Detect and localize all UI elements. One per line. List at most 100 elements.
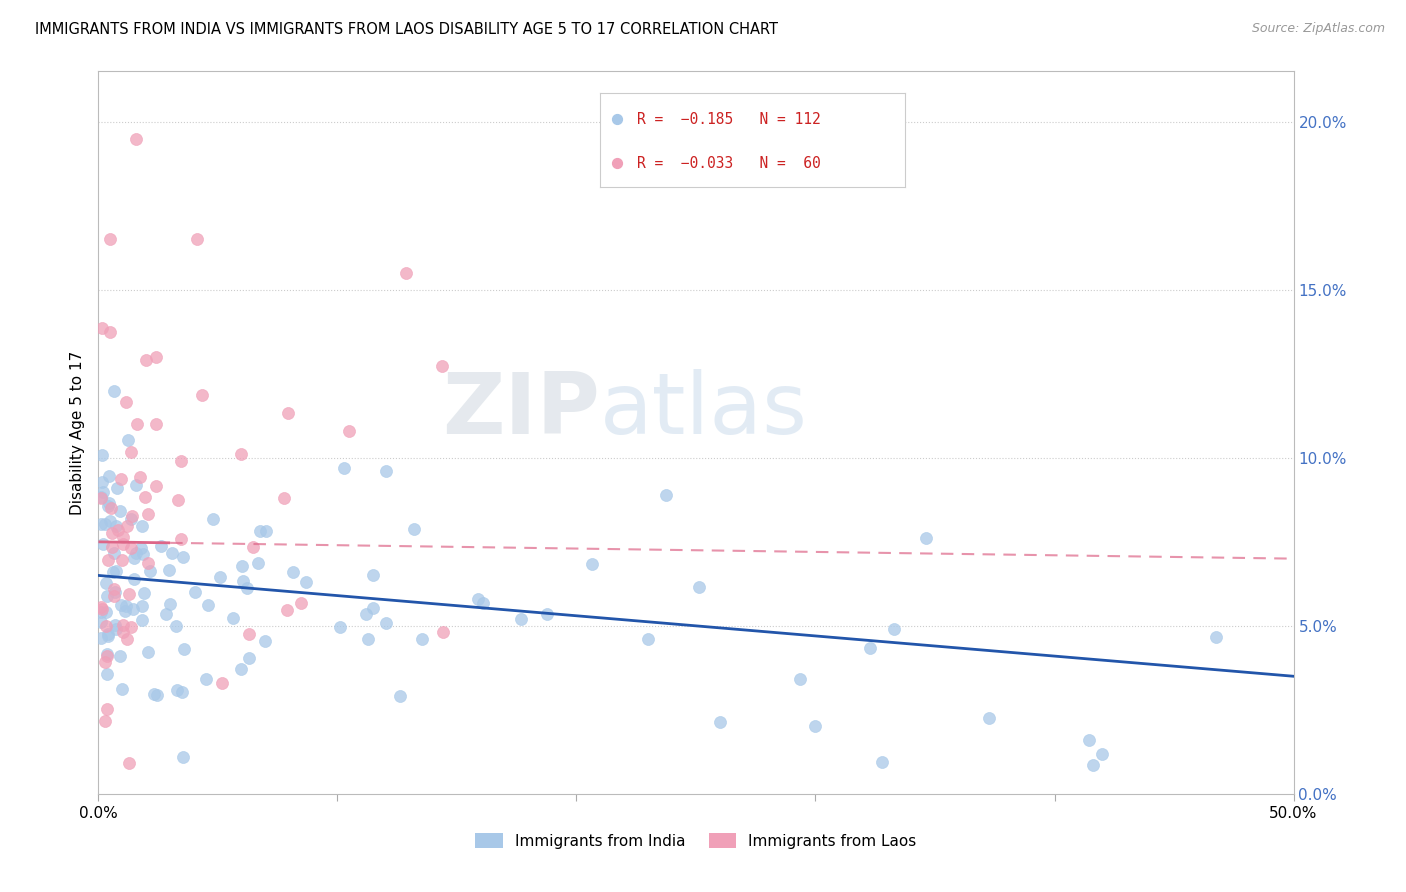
Point (135, 352, 157, 367)
Point (333, 461, 356, 475)
Point (90, 517, 112, 532)
Point (202, 512, 225, 526)
Point (98, 232, 121, 246)
Point (117, 519, 139, 533)
Point (129, 470, 152, 484)
Point (859, 641, 882, 656)
Point (375, 615, 398, 630)
Point (120, 512, 142, 526)
Point (94, 605, 117, 619)
Point (104, 618, 127, 632)
Point (221, 610, 243, 624)
Point (96, 702, 118, 716)
Point (246, 557, 269, 571)
Point (404, 523, 426, 537)
Point (122, 601, 145, 615)
Point (337, 425, 360, 439)
Point (472, 596, 495, 610)
Point (146, 688, 169, 702)
Point (183, 585, 205, 599)
Point (166, 683, 188, 698)
Point (94, 575, 117, 590)
Point (159, 597, 181, 611)
Point (107, 523, 129, 537)
Point (105, 481, 128, 495)
Point (101, 565, 124, 579)
Point (96, 648, 118, 662)
Point (231, 559, 253, 574)
Point (157, 563, 180, 577)
Point (90, 475, 112, 490)
Point (229, 662, 252, 676)
Point (166, 492, 188, 507)
Text: ZIP: ZIP (443, 369, 600, 452)
Point (134, 490, 156, 504)
Point (186, 232, 208, 246)
Point (110, 649, 132, 664)
Point (688, 580, 710, 594)
Point (111, 682, 134, 697)
Point (110, 599, 132, 613)
Point (104, 519, 127, 533)
Point (388, 689, 411, 703)
Point (91, 321, 114, 335)
Point (131, 541, 153, 556)
Point (101, 541, 124, 555)
Point (361, 600, 384, 615)
Point (536, 607, 558, 621)
Text: IMMIGRANTS FROM INDIA VS IMMIGRANTS FROM LAOS DISABILITY AGE 5 TO 17 CORRELATION: IMMIGRANTS FROM INDIA VS IMMIGRANTS FROM… (35, 22, 778, 37)
Point (90, 605, 112, 619)
Point (112, 537, 135, 551)
Point (254, 634, 277, 648)
Point (361, 567, 384, 582)
Point (105, 564, 128, 578)
Point (242, 540, 264, 554)
Point (432, 625, 454, 640)
Point (883, 622, 905, 636)
Point (120, 541, 142, 556)
Point (276, 603, 298, 617)
Point (117, 434, 139, 448)
Point (872, 755, 894, 769)
Point (165, 619, 187, 633)
Point (122, 572, 145, 586)
Point (411, 632, 433, 646)
Point (354, 607, 377, 621)
Point (249, 524, 271, 538)
Point (97, 626, 120, 640)
Point (104, 584, 127, 599)
Point (238, 650, 260, 665)
Point (103, 582, 125, 596)
Point (103, 384, 125, 398)
Point (131, 518, 153, 533)
Point (803, 719, 825, 733)
Point (915, 531, 938, 545)
Point (195, 672, 218, 686)
Point (114, 604, 136, 618)
Point (115, 632, 138, 647)
Point (121, 509, 143, 524)
Point (94, 655, 117, 669)
Point (112, 625, 135, 640)
Point (110, 472, 132, 486)
Point (90, 631, 112, 645)
Point (125, 131, 148, 145)
Point (979, 711, 1001, 725)
Point (90, 599, 112, 614)
Point (115, 599, 138, 613)
Point (132, 547, 155, 561)
Point (1083, 758, 1105, 772)
Point (155, 607, 177, 622)
Point (789, 672, 811, 686)
Point (108, 503, 131, 517)
Point (91, 448, 114, 462)
Point (467, 591, 489, 606)
Point (98, 469, 121, 483)
Point (132, 586, 155, 600)
Point (229, 447, 252, 461)
Point (90, 491, 112, 506)
Point (160, 546, 183, 560)
Point (91, 537, 114, 551)
Point (236, 582, 259, 596)
Point (131, 613, 153, 627)
